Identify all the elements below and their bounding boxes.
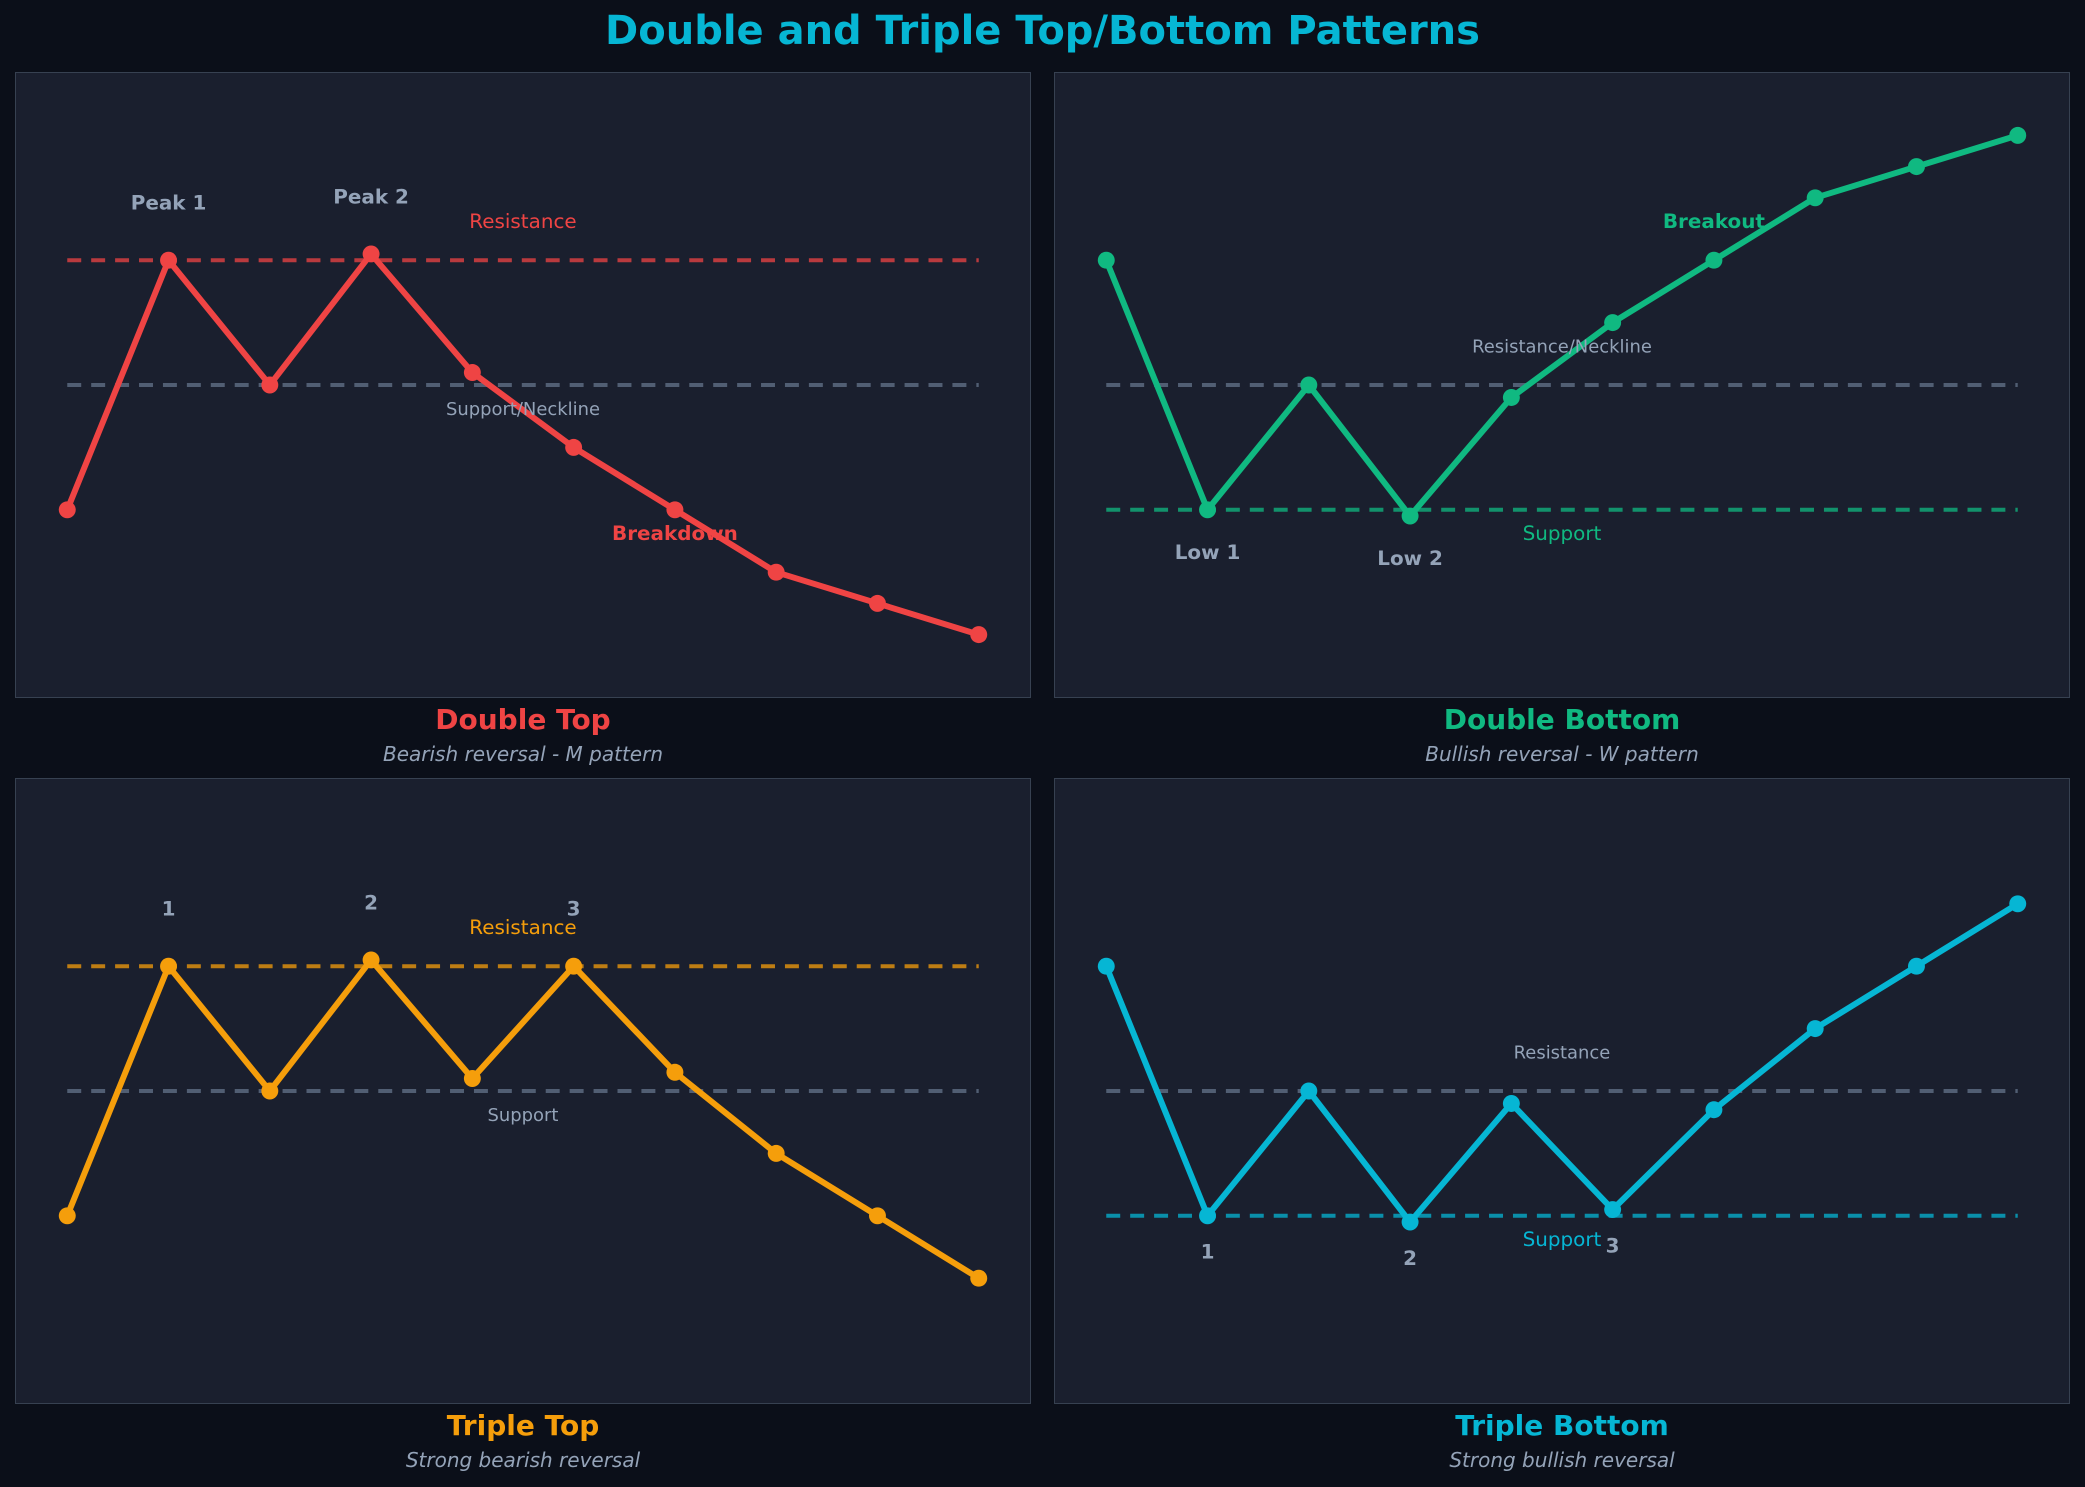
annotation-label: Resistance (1514, 1043, 1611, 1064)
data-point (1907, 957, 1925, 975)
triple-bottom-subtitle: Strong bullish reversal (1449, 1448, 1675, 1472)
data-point (463, 364, 481, 381)
price-line (64, 956, 981, 1281)
data-point (1502, 389, 1520, 406)
double-bottom-subtitle: Bullish reversal - W pattern (1425, 742, 1699, 766)
chart-double-bottom: Low 1 Low 2 Support Resistance/Neckline Brea… (1097, 126, 2027, 570)
data-point (2009, 126, 2027, 144)
data-point (58, 1207, 76, 1225)
data-point (160, 251, 178, 269)
triple-bottom-title: Triple Bottom (1455, 1409, 1669, 1442)
data-point (1199, 1207, 1217, 1225)
annotation-label: Low 2 (1377, 547, 1443, 570)
annotation-label: Peak 2 (333, 185, 409, 208)
data-point (1705, 1101, 1723, 1119)
data-point (1097, 251, 1115, 269)
data-point (1806, 189, 1824, 207)
panel-triple-top: 1 2 3 Resistance Support (15, 778, 1031, 1404)
annotation-label: Resistance (469, 210, 576, 233)
data-point (1300, 376, 1318, 394)
annotation-label: 3 (1606, 1235, 1620, 1258)
annotation-label: 1 (162, 898, 176, 921)
data-point (868, 594, 886, 612)
price-line (1103, 901, 2020, 1226)
price-line (64, 250, 980, 638)
triple-top-title: Triple Top (446, 1409, 600, 1442)
data-point (1604, 1201, 1622, 1219)
double-top-title: Double Top (435, 703, 611, 736)
data-point (1300, 1082, 1318, 1100)
data-point (1907, 158, 1925, 176)
annotation-label: Resistance/Neckline (1472, 337, 1652, 358)
data-point (565, 957, 583, 975)
data-point (1806, 1020, 1824, 1038)
price-line (1103, 132, 2019, 520)
annotation-label: Support (488, 1105, 559, 1126)
annotation-label: Low 1 (1175, 541, 1241, 564)
data-point (1604, 314, 1622, 332)
data-point (1401, 507, 1419, 525)
panel-triple-bottom: 1 2 3 Support Resistance (1054, 778, 2070, 1404)
annotation-label: 3 (567, 898, 581, 921)
data-point (362, 245, 380, 263)
data-point (970, 626, 988, 644)
annotation-label: Breakdown (612, 522, 738, 545)
data-point (1401, 1213, 1419, 1231)
data-point (1502, 1095, 1520, 1112)
panel-double-top: Peak 1 Peak 2 Resistance Support/Neckline Br… (15, 72, 1031, 698)
data-point (666, 1063, 684, 1081)
annotation-label: Support (1523, 522, 1602, 545)
data-point (58, 501, 76, 519)
data-point (565, 438, 583, 456)
data-point (362, 951, 380, 969)
panel-double-bottom: Low 1 Low 2 Support Resistance/Neckline Brea… (1054, 72, 2070, 698)
data-point (1705, 251, 1723, 269)
data-point (970, 1269, 988, 1287)
double-bottom-title: Double Bottom (1443, 703, 1681, 736)
annotation-label: 2 (1403, 1247, 1417, 1270)
data-point (1097, 957, 1115, 975)
data-point (1199, 501, 1217, 519)
data-point (160, 957, 178, 975)
triple-top-subtitle: Strong bearish reversal (405, 1448, 641, 1472)
double-top-subtitle: Bearish reversal - M pattern (382, 742, 664, 766)
data-point (767, 563, 785, 581)
data-point (2009, 895, 2027, 913)
figure-title: Double and Triple Top/Bottom Patterns (605, 8, 1480, 54)
chart-double-top: Peak 1 Peak 2 Resistance Support/Neckline Br… (58, 185, 988, 644)
annotation-label: Support/Neckline (446, 399, 600, 420)
annotation-label: Breakout (1663, 210, 1766, 233)
data-point (666, 501, 684, 519)
data-point (261, 1082, 279, 1100)
annotation-label: Support (1523, 1228, 1602, 1251)
annotation-label: Peak 1 (131, 192, 207, 215)
data-point (261, 376, 279, 394)
annotation-label: 1 (1201, 1241, 1215, 1264)
data-point (868, 1207, 886, 1225)
data-point (463, 1070, 481, 1087)
annotation-label: 2 (364, 891, 378, 914)
data-point (767, 1144, 785, 1162)
annotation-label: Resistance (469, 916, 576, 939)
